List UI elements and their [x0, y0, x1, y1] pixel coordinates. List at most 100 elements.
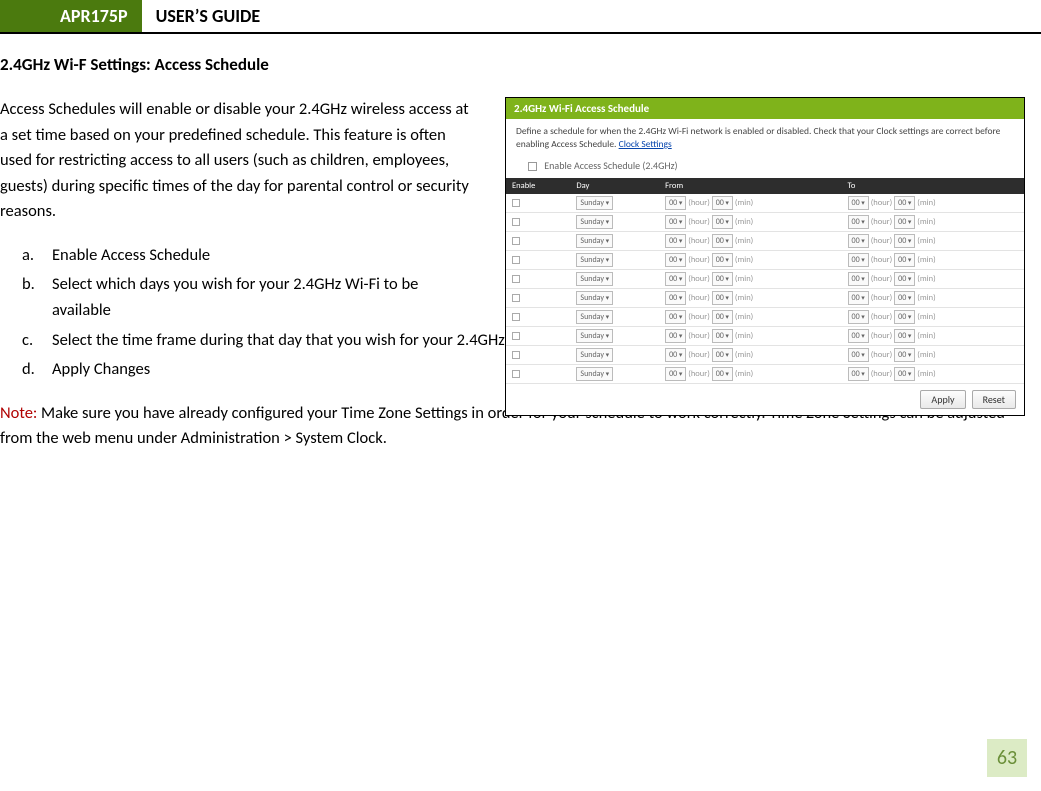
row-enable-checkbox[interactable]	[512, 237, 520, 245]
day-select[interactable]: Sunday	[576, 234, 613, 248]
from-min-select[interactable]: 00	[712, 291, 733, 305]
row-enable-checkbox[interactable]	[512, 199, 520, 207]
to-hour-select[interactable]: 00	[848, 234, 869, 248]
day-select[interactable]: Sunday	[576, 367, 613, 381]
to-min-select[interactable]: 00	[894, 234, 915, 248]
schedule-row: Sunday00 (hour) 00 (min)00 (hour) 00 (mi…	[506, 250, 1024, 269]
apply-button[interactable]: Apply	[920, 390, 965, 409]
col-enable: Enable	[506, 178, 570, 194]
to-min-select[interactable]: 00	[894, 367, 915, 381]
col-day: Day	[570, 178, 659, 194]
reset-button[interactable]: Reset	[972, 390, 1016, 409]
from-min-select[interactable]: 00	[712, 329, 733, 343]
day-select[interactable]: Sunday	[576, 329, 613, 343]
to-min-select[interactable]: 00	[894, 310, 915, 324]
row-enable-checkbox[interactable]	[512, 332, 520, 340]
hour-unit: (hour)	[688, 217, 710, 227]
min-unit: (min)	[735, 350, 753, 360]
intro-paragraph: Access Schedules will enable or disable …	[0, 97, 480, 225]
row-enable-checkbox[interactable]	[512, 351, 520, 359]
min-unit: (min)	[735, 217, 753, 227]
enable-schedule-row: Enable Access Schedule (2.4GHz)	[506, 153, 1024, 178]
min-unit: (min)	[917, 331, 935, 341]
row-enable-checkbox[interactable]	[512, 256, 520, 264]
from-hour-select[interactable]: 00	[665, 291, 686, 305]
page-number: 63	[987, 739, 1027, 777]
from-min-select[interactable]: 00	[712, 253, 733, 267]
to-hour-select[interactable]: 00	[848, 272, 869, 286]
day-select[interactable]: Sunday	[576, 196, 613, 210]
day-select[interactable]: Sunday	[576, 253, 613, 267]
model-badge: APR175P	[0, 0, 142, 32]
to-min-select[interactable]: 00	[894, 196, 915, 210]
min-unit: (min)	[917, 198, 935, 208]
hour-unit: (hour)	[871, 274, 893, 284]
from-hour-select[interactable]: 00	[665, 234, 686, 248]
day-select[interactable]: Sunday	[576, 348, 613, 362]
to-hour-select[interactable]: 00	[848, 215, 869, 229]
to-min-select[interactable]: 00	[894, 329, 915, 343]
from-hour-select[interactable]: 00	[665, 348, 686, 362]
hour-unit: (hour)	[871, 331, 893, 341]
note-label: Note:	[0, 403, 37, 423]
hour-unit: (hour)	[688, 198, 710, 208]
hour-unit: (hour)	[688, 350, 710, 360]
from-min-select[interactable]: 00	[712, 348, 733, 362]
to-min-select[interactable]: 00	[894, 348, 915, 362]
day-select[interactable]: Sunday	[576, 310, 613, 324]
row-enable-checkbox[interactable]	[512, 313, 520, 321]
from-hour-select[interactable]: 00	[665, 215, 686, 229]
min-unit: (min)	[735, 236, 753, 246]
to-hour-select[interactable]: 00	[848, 367, 869, 381]
from-min-select[interactable]: 00	[712, 367, 733, 381]
to-hour-select[interactable]: 00	[848, 253, 869, 267]
to-hour-select[interactable]: 00	[848, 329, 869, 343]
to-min-select[interactable]: 00	[894, 215, 915, 229]
from-hour-select[interactable]: 00	[665, 310, 686, 324]
row-enable-checkbox[interactable]	[512, 218, 520, 226]
min-unit: (min)	[735, 293, 753, 303]
clock-settings-link[interactable]: Clock Settings	[619, 138, 672, 150]
min-unit: (min)	[735, 198, 753, 208]
to-hour-select[interactable]: 00	[848, 310, 869, 324]
step-marker: d.	[22, 357, 52, 383]
from-min-select[interactable]: 00	[712, 234, 733, 248]
from-min-select[interactable]: 00	[712, 196, 733, 210]
day-select[interactable]: Sunday	[576, 272, 613, 286]
step-marker: b.	[22, 272, 52, 323]
row-enable-checkbox[interactable]	[512, 294, 520, 302]
schedule-row: Sunday00 (hour) 00 (min)00 (hour) 00 (mi…	[506, 364, 1024, 383]
from-min-select[interactable]: 00	[712, 310, 733, 324]
min-unit: (min)	[917, 350, 935, 360]
to-hour-select[interactable]: 00	[848, 348, 869, 362]
schedule-row: Sunday00 (hour) 00 (min)00 (hour) 00 (mi…	[506, 345, 1024, 364]
schedule-row: Sunday00 (hour) 00 (min)00 (hour) 00 (mi…	[506, 194, 1024, 213]
hour-unit: (hour)	[871, 198, 893, 208]
from-hour-select[interactable]: 00	[665, 367, 686, 381]
from-hour-select[interactable]: 00	[665, 253, 686, 267]
hour-unit: (hour)	[688, 331, 710, 341]
step-marker: a.	[22, 243, 52, 269]
to-min-select[interactable]: 00	[894, 253, 915, 267]
to-hour-select[interactable]: 00	[848, 196, 869, 210]
panel-desc-text: Define a schedule for when the 2.4GHz Wi…	[516, 125, 1000, 150]
row-enable-checkbox[interactable]	[512, 275, 520, 283]
row-enable-checkbox[interactable]	[512, 370, 520, 378]
from-hour-select[interactable]: 00	[665, 329, 686, 343]
day-select[interactable]: Sunday	[576, 291, 613, 305]
to-min-select[interactable]: 00	[894, 272, 915, 286]
schedule-row: Sunday00 (hour) 00 (min)00 (hour) 00 (mi…	[506, 307, 1024, 326]
from-hour-select[interactable]: 00	[665, 272, 686, 286]
hour-unit: (hour)	[871, 312, 893, 322]
step-text: Select which days you wish for your 2.4G…	[52, 272, 472, 323]
from-hour-select[interactable]: 00	[665, 196, 686, 210]
day-select[interactable]: Sunday	[576, 215, 613, 229]
min-unit: (min)	[917, 293, 935, 303]
from-min-select[interactable]: 00	[712, 215, 733, 229]
to-min-select[interactable]: 00	[894, 291, 915, 305]
screenshot-panel: 2.4GHz Wi-Fi Access Schedule Define a sc…	[505, 97, 1025, 416]
from-min-select[interactable]: 00	[712, 272, 733, 286]
to-hour-select[interactable]: 00	[848, 291, 869, 305]
schedule-row: Sunday00 (hour) 00 (min)00 (hour) 00 (mi…	[506, 269, 1024, 288]
enable-schedule-checkbox[interactable]	[528, 162, 537, 171]
